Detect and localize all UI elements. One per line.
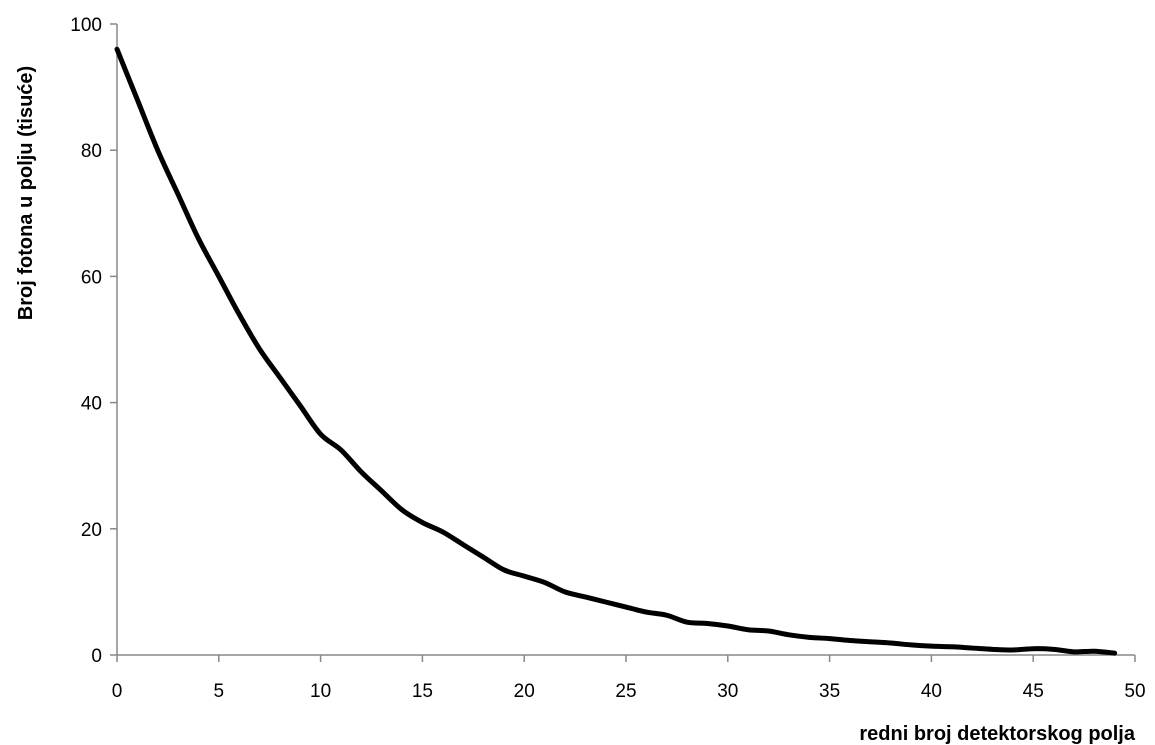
x-tick-label: 20 <box>514 681 535 702</box>
y-tick-label: 0 <box>91 646 102 667</box>
y-tick-label: 80 <box>81 141 102 162</box>
y-tick-label: 60 <box>81 267 102 288</box>
x-tick-label: 45 <box>1023 681 1044 702</box>
x-axis-ticks: 0 5 10 15 20 25 30 35 40 45 50 <box>112 655 1146 702</box>
x-tick-label: 50 <box>1124 681 1145 702</box>
y-tick-label: 20 <box>81 520 102 541</box>
x-tick-label: 10 <box>310 681 331 702</box>
y-tick-label: 40 <box>81 394 102 415</box>
y-axis-title: Broj fotona u polju (tisuće) <box>15 66 37 320</box>
x-tick-label: 5 <box>214 681 225 702</box>
x-tick-label: 25 <box>615 681 636 702</box>
x-tick-label: 40 <box>921 681 942 702</box>
x-tick-label: 0 <box>112 681 123 702</box>
x-tick-label: 35 <box>819 681 840 702</box>
x-tick-label: 30 <box>717 681 738 702</box>
x-tick-label: 15 <box>412 681 433 702</box>
y-axis-ticks: 0 20 40 60 80 100 <box>70 15 117 667</box>
x-axis-title: redni broj detektorskog polja <box>859 723 1135 745</box>
y-tick-label: 100 <box>70 15 102 36</box>
data-series-line <box>114 46 1118 656</box>
